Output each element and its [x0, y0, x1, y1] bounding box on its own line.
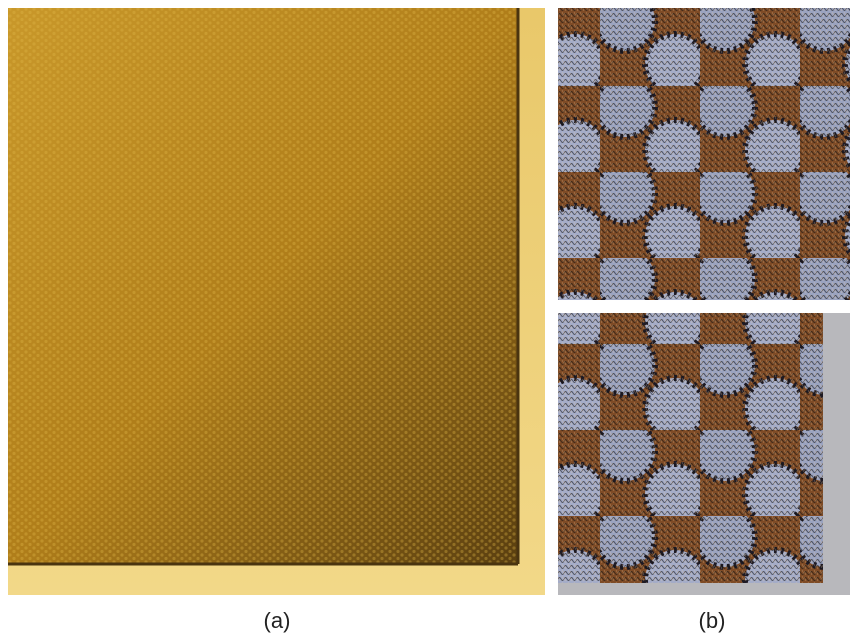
panel-label: (a): [264, 608, 291, 633]
photo-b-top: [558, 8, 850, 300]
panel-label: (b): [699, 608, 726, 633]
photo-b-bottom: [558, 313, 850, 595]
photo-a: [8, 8, 545, 595]
